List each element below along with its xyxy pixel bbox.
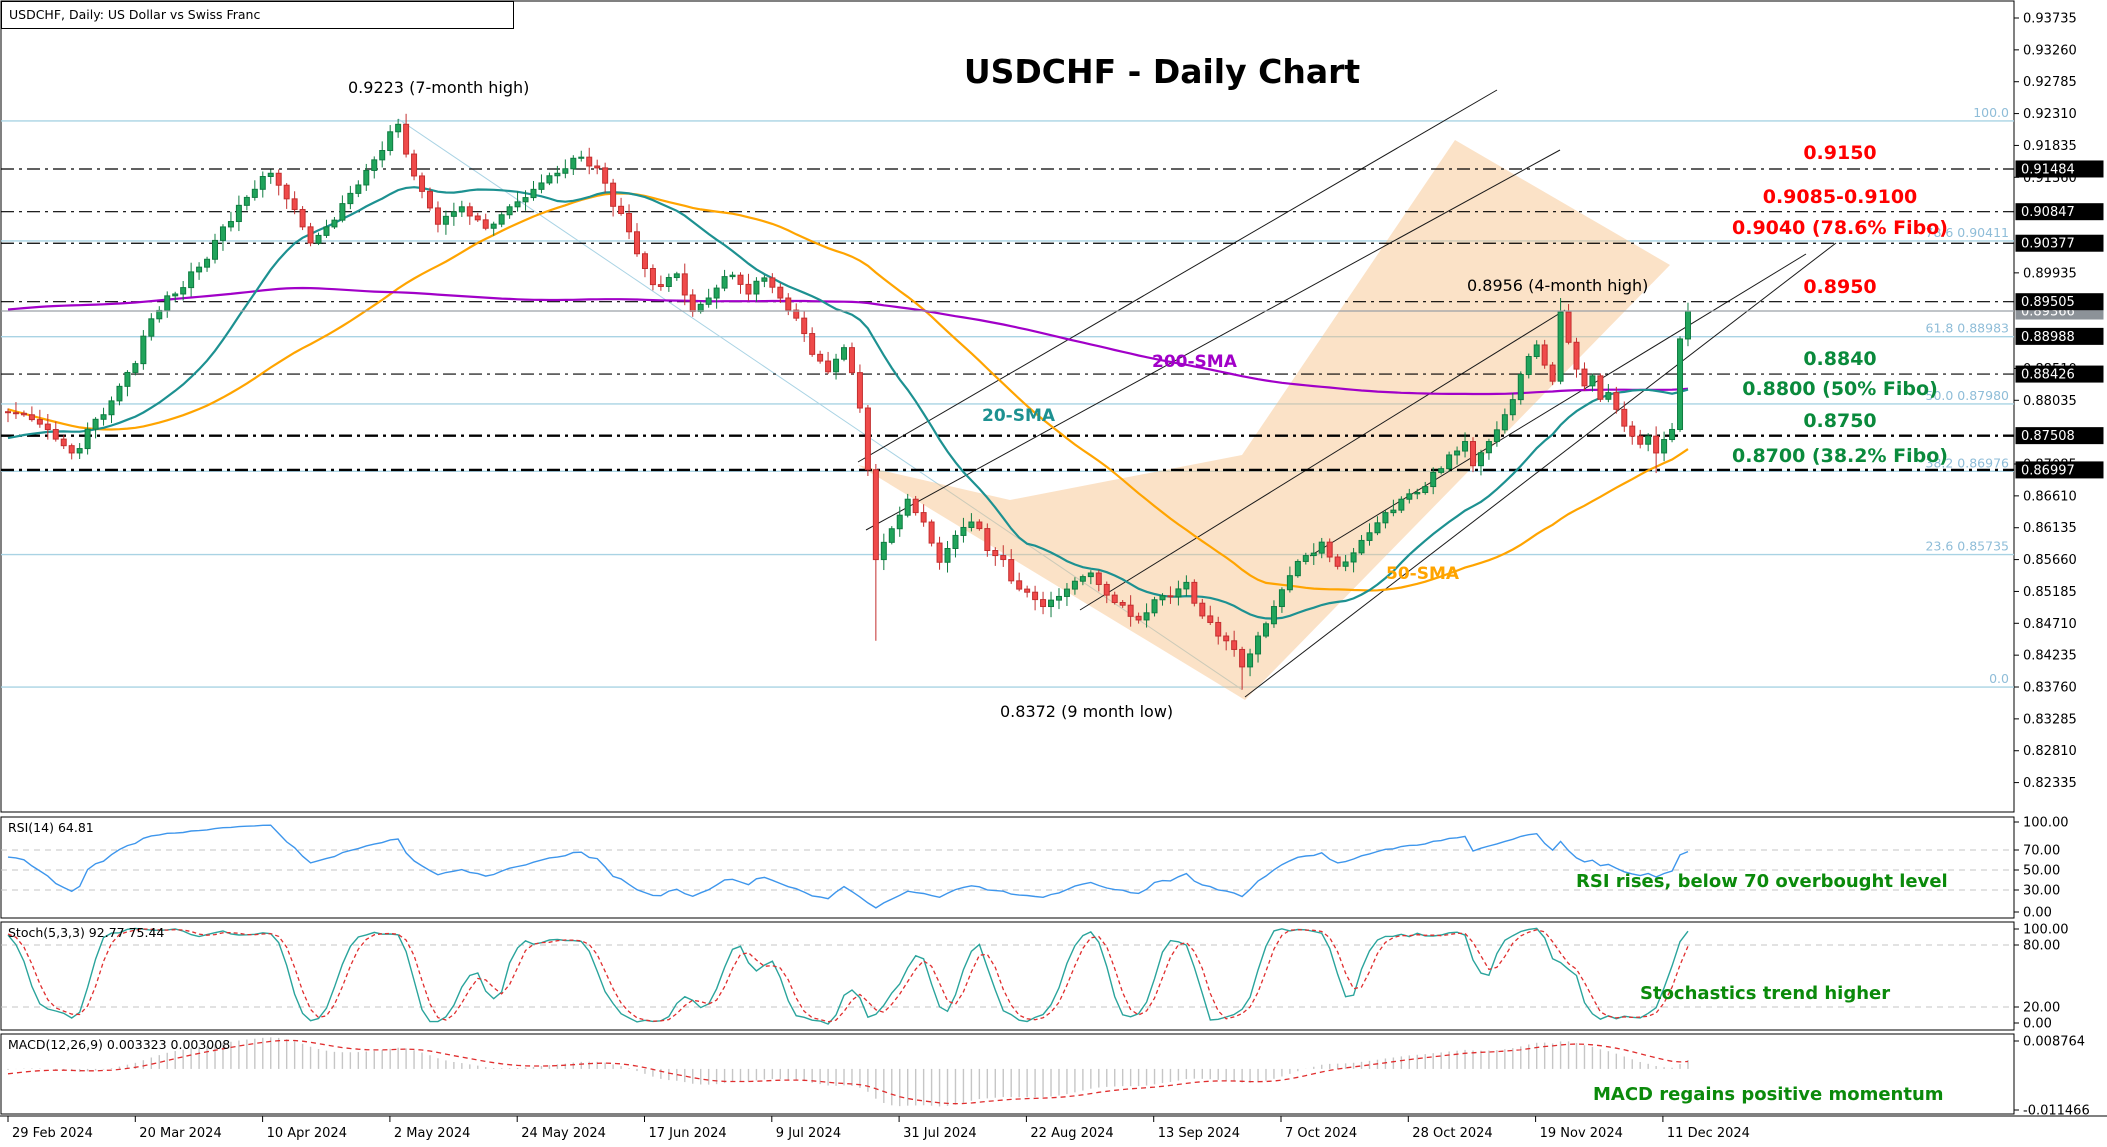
resistance-label-8950: 0.8950 bbox=[1803, 276, 1877, 298]
svg-text:0.86135: 0.86135 bbox=[2023, 521, 2077, 536]
resistance-label-9150: 0.9150 bbox=[1803, 142, 1877, 164]
support-label-8840: 0.8840 bbox=[1803, 348, 1877, 370]
svg-text:0.92310: 0.92310 bbox=[2023, 107, 2077, 122]
svg-text:80.00: 80.00 bbox=[2023, 939, 2060, 954]
svg-text:9 Jul 2024: 9 Jul 2024 bbox=[776, 1126, 841, 1141]
svg-text:0.92785: 0.92785 bbox=[2023, 75, 2077, 90]
svg-text:100.00: 100.00 bbox=[2023, 923, 2069, 938]
svg-text:13 Sep 2024: 13 Sep 2024 bbox=[1158, 1126, 1240, 1141]
sma200-label: 200-SMA bbox=[1152, 352, 1237, 372]
svg-text:0.91484: 0.91484 bbox=[2021, 162, 2075, 177]
svg-text:28 Oct 2024: 28 Oct 2024 bbox=[1412, 1126, 1492, 1141]
svg-text:0.90377: 0.90377 bbox=[2021, 237, 2075, 252]
rsi-note: RSI rises, below 70 overbought level bbox=[1576, 871, 1948, 892]
support-label-8800-fibo: 0.8800 (50% Fibo) bbox=[1742, 378, 1938, 400]
svg-text:0.008764: 0.008764 bbox=[2023, 1035, 2085, 1050]
svg-text:29 Feb 2024: 29 Feb 2024 bbox=[12, 1126, 93, 1141]
support-label-8700-fibo: 0.8700 (38.2% Fibo) bbox=[1732, 445, 1948, 467]
instrument-label: USDCHF, Daily: US Dollar vs Swiss Franc bbox=[1, 1, 514, 29]
svg-text:0.84235: 0.84235 bbox=[2023, 649, 2077, 664]
svg-text:24 May 2024: 24 May 2024 bbox=[521, 1126, 606, 1141]
sma50-label: 50-SMA bbox=[1386, 564, 1460, 584]
support-label-8750: 0.8750 bbox=[1803, 410, 1877, 432]
svg-text:11 Dec 2024: 11 Dec 2024 bbox=[1667, 1126, 1750, 1141]
svg-text:0.87508: 0.87508 bbox=[2021, 429, 2075, 444]
svg-text:0.85660: 0.85660 bbox=[2023, 553, 2077, 568]
sma20-label: 20-SMA bbox=[982, 406, 1056, 426]
svg-text:0.83285: 0.83285 bbox=[2023, 712, 2077, 727]
svg-text:0.89935: 0.89935 bbox=[2023, 266, 2077, 281]
svg-text:38.2 0.86976: 38.2 0.86976 bbox=[1926, 455, 2010, 470]
stoch-parameters-label: Stoch(5,3,3) 92.77 75.44 bbox=[8, 925, 165, 940]
svg-text:23.6 0.85735: 23.6 0.85735 bbox=[1926, 539, 2010, 554]
svg-text:50.00: 50.00 bbox=[2023, 864, 2060, 879]
svg-text:0.00: 0.00 bbox=[2023, 906, 2052, 921]
svg-text:0.85185: 0.85185 bbox=[2023, 585, 2077, 600]
svg-text:0.93260: 0.93260 bbox=[2023, 43, 2077, 58]
svg-text:19 Nov 2024: 19 Nov 2024 bbox=[1540, 1126, 1623, 1141]
svg-text:0.89505: 0.89505 bbox=[2021, 295, 2075, 310]
svg-text:0.86610: 0.86610 bbox=[2023, 489, 2077, 504]
svg-text:0.88035: 0.88035 bbox=[2023, 394, 2077, 409]
svg-text:0.90847: 0.90847 bbox=[2021, 205, 2075, 220]
stoch-note: Stochastics trend higher bbox=[1640, 983, 1891, 1004]
svg-text:100.00: 100.00 bbox=[2023, 816, 2069, 831]
svg-text:0.82810: 0.82810 bbox=[2023, 744, 2077, 759]
svg-text:0.88988: 0.88988 bbox=[2021, 330, 2075, 345]
svg-text:0.83760: 0.83760 bbox=[2023, 681, 2077, 696]
svg-text:0.00: 0.00 bbox=[2023, 1017, 2052, 1032]
rsi-parameters-label: RSI(14) 64.81 bbox=[8, 820, 94, 835]
svg-text:0.91835: 0.91835 bbox=[2023, 139, 2077, 154]
svg-text:30.00: 30.00 bbox=[2023, 884, 2060, 899]
resistance-label-9085-9100: 0.9085-0.9100 bbox=[1762, 186, 1918, 208]
svg-text:0.84710: 0.84710 bbox=[2023, 617, 2077, 632]
macd-note: MACD regains positive momentum bbox=[1593, 1084, 1944, 1105]
svg-text:0.88426: 0.88426 bbox=[2021, 368, 2075, 383]
svg-text:0.0: 0.0 bbox=[1989, 671, 2009, 686]
svg-text:100.0: 100.0 bbox=[1973, 105, 2009, 120]
svg-text:2 May 2024: 2 May 2024 bbox=[394, 1126, 471, 1141]
chart-title: USDCHF - Daily Chart bbox=[963, 52, 1361, 91]
annotation-four-month-high: 0.8956 (4-month high) bbox=[1467, 276, 1649, 295]
resistance-label-9040-fibo: 0.9040 (78.6% Fibo) bbox=[1732, 217, 1948, 239]
svg-text:0.93735: 0.93735 bbox=[2023, 12, 2077, 27]
svg-text:0.86997: 0.86997 bbox=[2021, 463, 2075, 478]
svg-text:78.6 0.90411: 78.6 0.90411 bbox=[1926, 225, 2010, 240]
annotation-seven-month-high: 0.9223 (7-month high) bbox=[348, 78, 530, 97]
svg-text:0.82335: 0.82335 bbox=[2023, 776, 2077, 791]
svg-text:31 Jul 2024: 31 Jul 2024 bbox=[903, 1126, 977, 1141]
svg-text:50.0 0.87980: 50.0 0.87980 bbox=[1926, 388, 2010, 403]
annotation-nine-month-low: 0.8372 (9 month low) bbox=[1000, 702, 1174, 721]
svg-text:7 Oct 2024: 7 Oct 2024 bbox=[1285, 1126, 1357, 1141]
svg-text:10 Apr 2024: 10 Apr 2024 bbox=[267, 1126, 347, 1141]
svg-text:-0.011466: -0.011466 bbox=[2023, 1104, 2090, 1119]
svg-text:61.8 0.88983: 61.8 0.88983 bbox=[1926, 321, 2010, 336]
svg-text:20 Mar 2024: 20 Mar 2024 bbox=[139, 1126, 221, 1141]
svg-text:17 Jun 2024: 17 Jun 2024 bbox=[649, 1126, 727, 1141]
svg-text:70.00: 70.00 bbox=[2023, 844, 2060, 859]
svg-text:22 Aug 2024: 22 Aug 2024 bbox=[1030, 1126, 1113, 1141]
svg-text:20.00: 20.00 bbox=[2023, 1001, 2060, 1016]
macd-parameters-label: MACD(12,26,9) 0.003323 0.003008 bbox=[8, 1037, 231, 1052]
